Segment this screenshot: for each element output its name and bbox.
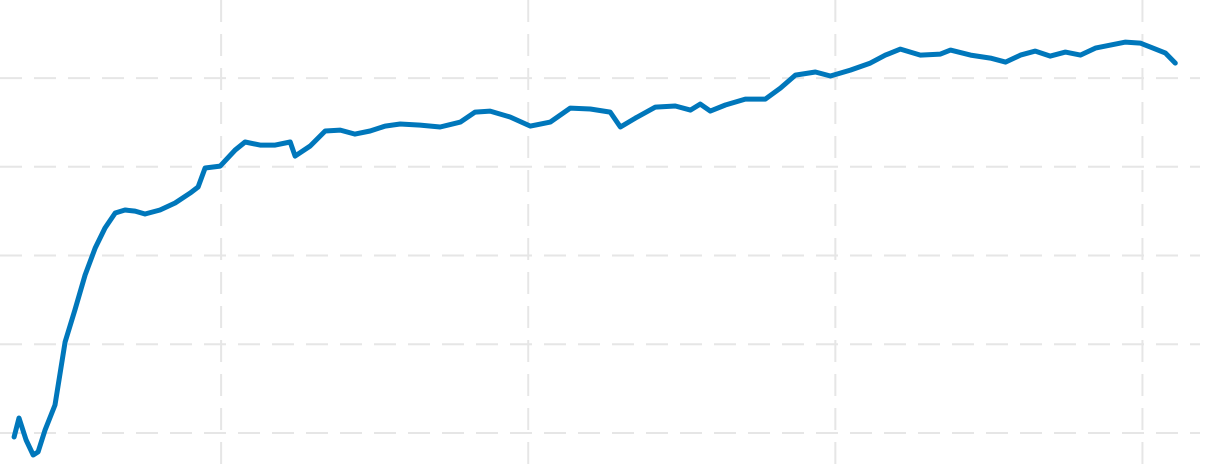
data-line [11,39,1178,458]
